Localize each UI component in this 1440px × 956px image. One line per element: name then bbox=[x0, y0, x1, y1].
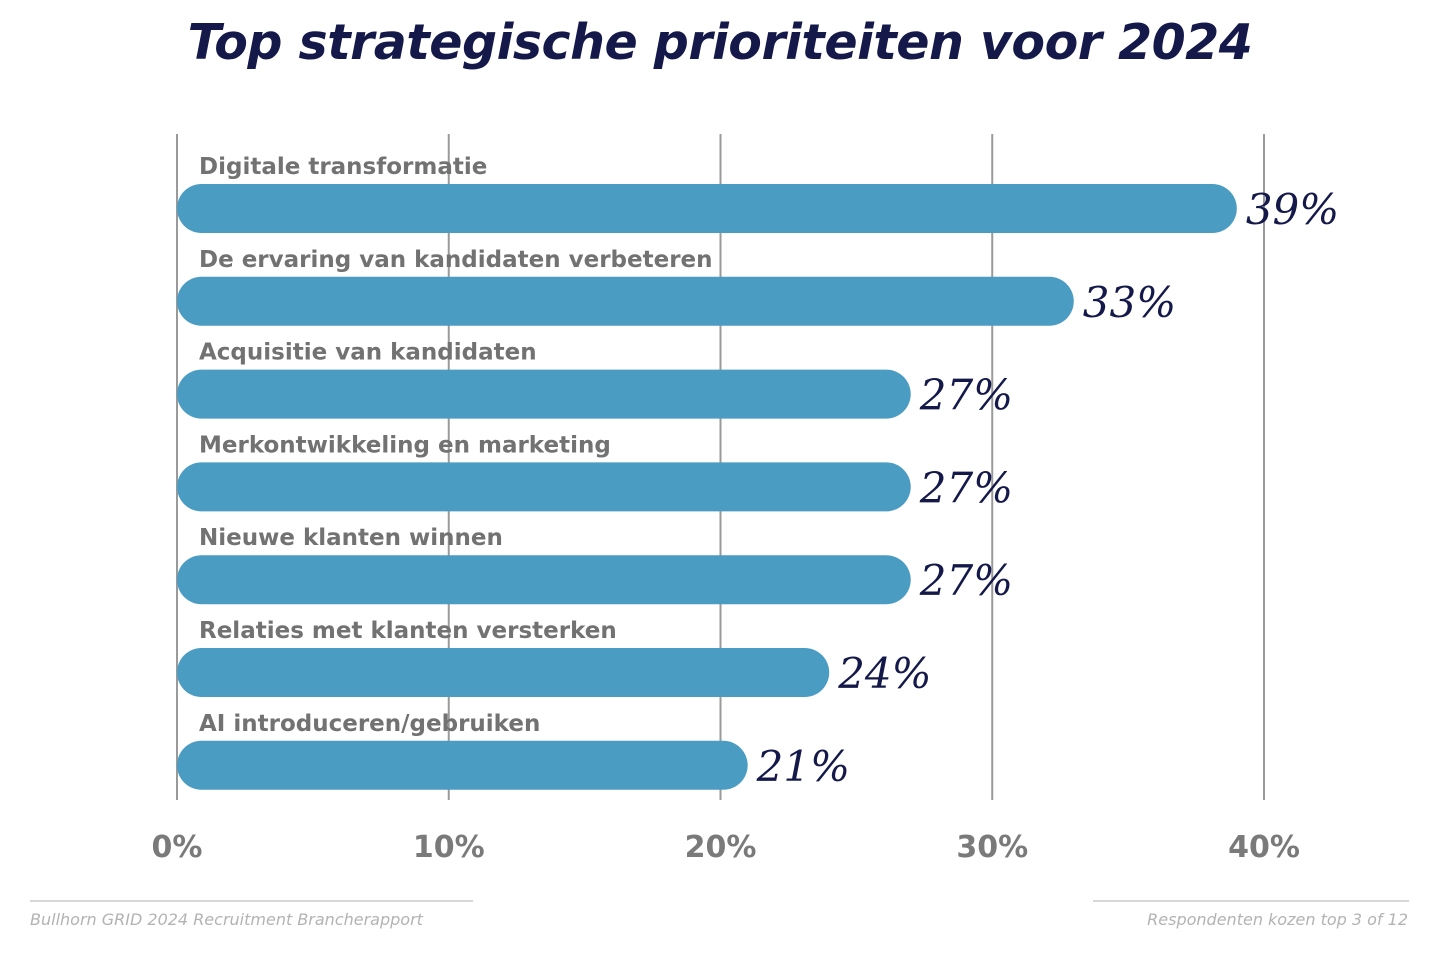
bar bbox=[177, 462, 911, 512]
footer-source: Bullhorn GRID 2024 Recruitment Branchera… bbox=[30, 910, 423, 929]
category-label: Nieuwe klanten winnen bbox=[199, 525, 503, 551]
category-label: AI introduceren/gebruiken bbox=[199, 711, 540, 737]
category-label: Merkontwikkeling en marketing bbox=[199, 432, 611, 458]
footer-note: Respondenten kozen top 3 of 12 bbox=[1147, 910, 1408, 929]
category-label: De ervaring van kandidaten verbeteren bbox=[199, 247, 713, 273]
footer-rule-right bbox=[1093, 900, 1409, 902]
x-tick-label: 40% bbox=[1228, 830, 1300, 865]
value-label: 21% bbox=[756, 742, 850, 791]
x-tick-label: 0% bbox=[152, 830, 203, 865]
category-label: Digitale transformatie bbox=[199, 154, 487, 180]
value-label: 24% bbox=[837, 649, 931, 698]
chart-title: Top strategische prioriteiten voor 2024 bbox=[187, 14, 1253, 71]
footer-rule-left bbox=[30, 900, 473, 902]
x-tick-label: 30% bbox=[956, 830, 1028, 865]
bar bbox=[177, 648, 830, 697]
x-axis-ticks: 0% 10% 20% 30% 40% bbox=[152, 830, 1300, 865]
value-label: 27% bbox=[919, 556, 1013, 605]
bar bbox=[177, 276, 1074, 326]
value-label: 33% bbox=[1083, 278, 1176, 327]
bar bbox=[177, 184, 1237, 233]
x-tick-label: 10% bbox=[413, 830, 485, 865]
value-label: 39% bbox=[1246, 185, 1339, 234]
value-label: 27% bbox=[919, 463, 1013, 512]
value-label: 27% bbox=[919, 371, 1013, 420]
bars: Digitale transformatie 39% De ervaring van… bbox=[177, 154, 1339, 791]
bar bbox=[177, 369, 911, 419]
category-label: Acquisitie van kandidaten bbox=[199, 340, 537, 366]
bar bbox=[177, 555, 911, 605]
bar bbox=[177, 740, 748, 790]
x-tick-label: 20% bbox=[685, 830, 757, 865]
category-label: Relaties met klanten versterken bbox=[199, 618, 617, 644]
